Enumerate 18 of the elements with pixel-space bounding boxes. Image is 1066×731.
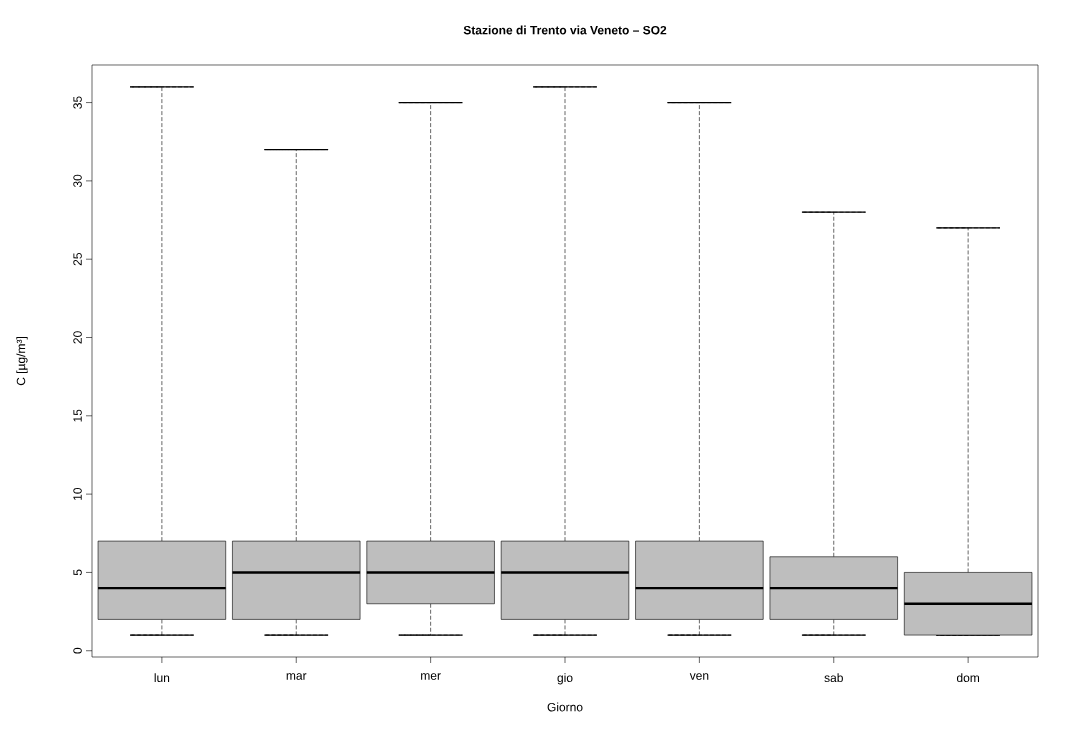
y-tick-label: 10 bbox=[73, 487, 82, 500]
y-tick-label: 15 bbox=[73, 409, 82, 422]
y-tick-label: 0 bbox=[73, 647, 82, 654]
x-tick-label: lun bbox=[154, 673, 170, 683]
y-tick-label: 30 bbox=[73, 174, 82, 188]
y-tick-label: 20 bbox=[73, 331, 82, 344]
x-axis-title: Giorno bbox=[547, 702, 583, 712]
x-tick-label: ven bbox=[689, 673, 709, 680]
y-axis-title: C [µg/m³] bbox=[16, 337, 28, 386]
x-tick-label: dom bbox=[956, 673, 980, 683]
y-tick-label: 5 bbox=[73, 569, 82, 576]
x-tick-label: sab bbox=[824, 673, 843, 683]
x-tick-label: mar bbox=[286, 673, 307, 680]
chart-title: Stazione di Trento via Veneto – SO2 bbox=[463, 25, 667, 35]
y-tick-label: 25 bbox=[73, 253, 82, 266]
x-tick-label: mer bbox=[421, 673, 441, 680]
y-tick-label: 35 bbox=[73, 96, 82, 109]
x-tick-label: gio bbox=[557, 673, 573, 685]
